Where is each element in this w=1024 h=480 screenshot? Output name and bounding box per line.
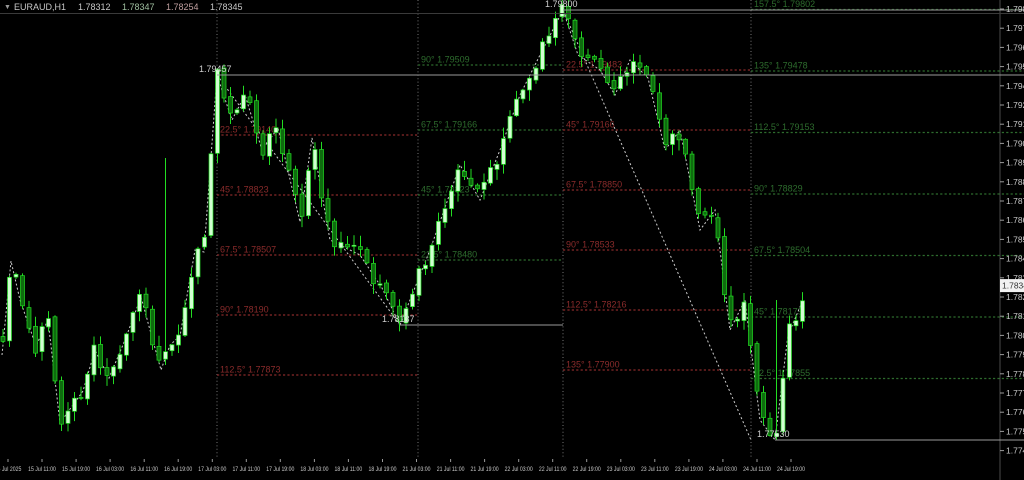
svg-text:45° 1.79166: 45° 1.79166 (566, 120, 615, 130)
svg-text:67.5° 1.79166: 67.5° 1.79166 (421, 120, 477, 130)
svg-text:90° 1.78829: 90° 1.78829 (754, 184, 803, 194)
svg-text:16 Jul 11:00: 16 Jul 11:00 (130, 467, 158, 474)
svg-text:17 Jul 19:00: 17 Jul 19:00 (266, 467, 294, 474)
svg-text:1.78137: 1.78137 (382, 314, 415, 324)
svg-text:1.78690: 1.78690 (1006, 215, 1024, 225)
svg-text:1.79400: 1.79400 (1006, 81, 1024, 91)
svg-text:18 Jul 03:00: 18 Jul 03:00 (300, 467, 328, 474)
svg-text:67.5° 1.78504: 67.5° 1.78504 (754, 245, 810, 255)
svg-text:22 Jul 19:00: 22 Jul 19:00 (573, 467, 601, 474)
svg-text:112.5° 1.79153: 112.5° 1.79153 (754, 122, 815, 132)
svg-text:1.78589: 1.78589 (1006, 234, 1024, 244)
svg-text:1.79800: 1.79800 (545, 0, 578, 9)
svg-text:112.5° 1.77873: 112.5° 1.77873 (220, 365, 281, 375)
svg-text:67.5° 1.78850: 67.5° 1.78850 (566, 180, 622, 190)
svg-text:21 Jul 03:00: 21 Jul 03:00 (402, 467, 430, 474)
svg-text:1.79501: 1.79501 (1006, 62, 1024, 72)
svg-text:1.77530: 1.77530 (757, 429, 790, 439)
svg-text:1.78345: 1.78345 (1002, 281, 1024, 291)
svg-text:1.78285: 1.78285 (1006, 292, 1024, 302)
svg-text:67.5° 1.78507: 67.5° 1.78507 (220, 245, 276, 255)
svg-text:17 Jul 03:00: 17 Jul 03:00 (198, 467, 226, 474)
svg-text:1.78254: 1.78254 (166, 2, 199, 12)
svg-text:23 Jul 11:00: 23 Jul 11:00 (641, 467, 669, 474)
svg-text:18 Jul 11:00: 18 Jul 11:00 (335, 467, 363, 474)
svg-text:1.78792: 1.78792 (1006, 196, 1024, 206)
svg-text:1.77778: 1.77778 (1006, 388, 1024, 398)
svg-text:18 Jul 19:00: 18 Jul 19:00 (368, 467, 396, 474)
svg-text:16 Jul 19:00: 16 Jul 19:00 (164, 467, 192, 474)
svg-text:▼: ▼ (4, 4, 11, 11)
svg-text:22.5° 1.77855: 22.5° 1.77855 (754, 368, 810, 378)
svg-text:90° 1.78190: 90° 1.78190 (220, 305, 269, 315)
svg-text:1.78082: 1.78082 (1006, 330, 1024, 340)
svg-text:23 Jul 03:00: 23 Jul 03:00 (607, 467, 635, 474)
svg-text:23 Jul 19:00: 23 Jul 19:00 (675, 467, 703, 474)
svg-text:45° 1.78823: 45° 1.78823 (220, 185, 269, 195)
svg-text:1.77576: 1.77576 (1006, 426, 1024, 436)
svg-text:135° 1.79478: 135° 1.79478 (754, 61, 808, 71)
svg-text:45° 1.78179: 45° 1.78179 (754, 307, 803, 317)
svg-text:112.5° 1.78216: 112.5° 1.78216 (566, 300, 627, 310)
svg-text:45° 1.78823: 45° 1.78823 (421, 185, 470, 195)
svg-text:90° 1.79509: 90° 1.79509 (421, 55, 470, 65)
svg-text:16 Jul 03:00: 16 Jul 03:00 (96, 467, 124, 474)
svg-text:22 Jul 03:00: 22 Jul 03:00 (505, 467, 533, 474)
svg-text:1.78345: 1.78345 (210, 2, 243, 12)
svg-text:21 Jul 19:00: 21 Jul 19:00 (471, 467, 499, 474)
svg-text:90° 1.78533: 90° 1.78533 (566, 240, 615, 250)
svg-text:1.79298: 1.79298 (1006, 100, 1024, 110)
svg-text:1.79704: 1.79704 (1006, 23, 1024, 33)
svg-text:22.5° 1.78480: 22.5° 1.78480 (421, 250, 477, 260)
svg-text:1.78312: 1.78312 (78, 2, 111, 12)
svg-text:1.77880: 1.77880 (1006, 369, 1024, 379)
svg-text:1.77474: 1.77474 (1006, 446, 1024, 456)
svg-text:1.79805: 1.79805 (1006, 4, 1024, 14)
svg-text:15 Jul 19:00: 15 Jul 19:00 (62, 467, 90, 474)
svg-text:1.79197: 1.79197 (1006, 119, 1024, 129)
svg-text:1.79602: 1.79602 (1006, 42, 1024, 52)
svg-text:1.78184: 1.78184 (1006, 311, 1024, 321)
svg-text:1.79096: 1.79096 (1006, 138, 1024, 148)
svg-text:1.77677: 1.77677 (1006, 407, 1024, 417)
svg-text:1.77981: 1.77981 (1006, 350, 1024, 360)
svg-text:1.78994: 1.78994 (1006, 158, 1024, 168)
svg-text:1.78347: 1.78347 (122, 2, 155, 12)
svg-text:21 Jul 11:00: 21 Jul 11:00 (437, 467, 465, 474)
svg-text:24 Jul 19:00: 24 Jul 19:00 (777, 467, 805, 474)
svg-text:1.78893: 1.78893 (1006, 177, 1024, 187)
svg-text:15 Jul 2025: 15 Jul 2025 (0, 467, 21, 474)
svg-text:EURAUD,H1: EURAUD,H1 (14, 2, 66, 12)
svg-text:1.79457: 1.79457 (199, 64, 232, 74)
svg-text:15 Jul 11:00: 15 Jul 11:00 (28, 467, 56, 474)
svg-text:1.78488: 1.78488 (1006, 254, 1024, 264)
svg-text:22 Jul 11:00: 22 Jul 11:00 (539, 467, 567, 474)
svg-text:22.5° 1.79140: 22.5° 1.79140 (220, 125, 276, 135)
svg-text:24 Jul 03:00: 24 Jul 03:00 (709, 467, 737, 474)
svg-text:24 Jul 11:00: 24 Jul 11:00 (743, 467, 771, 474)
svg-text:157.5° 1.79802: 157.5° 1.79802 (754, 0, 815, 9)
svg-text:17 Jul 11:00: 17 Jul 11:00 (232, 467, 260, 474)
svg-text:135° 1.77900: 135° 1.77900 (566, 360, 620, 370)
